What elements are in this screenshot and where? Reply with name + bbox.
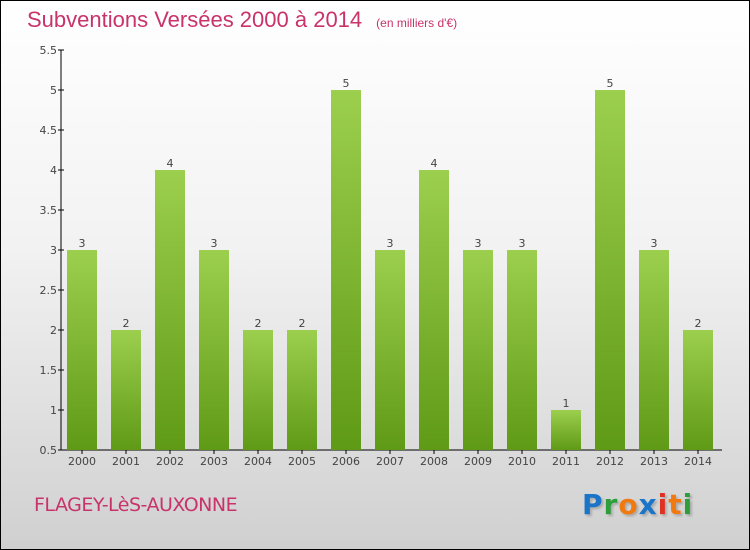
x-tick-label: 2001 bbox=[112, 455, 140, 468]
bar-2009 bbox=[463, 250, 493, 450]
y-tick-label: 2 bbox=[50, 324, 57, 337]
logo-letter: i bbox=[682, 488, 694, 521]
data-label-2014: 2 bbox=[695, 317, 702, 330]
chart-title: Subventions Versées 2000 à 2014 bbox=[27, 7, 363, 32]
data-label-2012: 5 bbox=[607, 77, 614, 90]
data-label-2005: 2 bbox=[299, 317, 306, 330]
bar-2013 bbox=[639, 250, 669, 450]
y-tick-label: 0.5 bbox=[40, 444, 58, 457]
y-tick-label: 5 bbox=[50, 84, 57, 97]
bar-2008 bbox=[419, 170, 449, 450]
data-label-2003: 3 bbox=[211, 237, 218, 250]
bar-2001 bbox=[111, 330, 141, 450]
bar-2000 bbox=[67, 250, 97, 450]
bar-2007 bbox=[375, 250, 405, 450]
data-label-2002: 4 bbox=[167, 157, 174, 170]
x-tick-label: 2008 bbox=[420, 455, 448, 468]
y-tick-label: 4 bbox=[50, 164, 57, 177]
bar-2004 bbox=[243, 330, 273, 450]
data-label-2004: 2 bbox=[255, 317, 262, 330]
bar-2014 bbox=[683, 330, 713, 450]
x-tick-label: 2014 bbox=[684, 455, 712, 468]
y-tick-label: 3.5 bbox=[40, 204, 58, 217]
y-tick-label: 1 bbox=[50, 404, 57, 417]
x-tick-label: 2003 bbox=[200, 455, 228, 468]
data-label-2008: 4 bbox=[431, 157, 438, 170]
x-tick-label: 2012 bbox=[596, 455, 624, 468]
x-tick-label: 2010 bbox=[508, 455, 536, 468]
title-row: Subventions Versées 2000 à 2014 (en mill… bbox=[27, 7, 457, 33]
bar-2011 bbox=[551, 410, 581, 450]
y-tick-label: 4.5 bbox=[40, 124, 58, 137]
y-tick-label: 1.5 bbox=[40, 364, 58, 377]
x-tick-label: 2004 bbox=[244, 455, 272, 468]
x-tick-label: 2005 bbox=[288, 455, 316, 468]
proxiti-logo: Proxiti bbox=[582, 488, 693, 521]
bar-2005 bbox=[287, 330, 317, 450]
y-tick-label: 3 bbox=[50, 244, 57, 257]
logo-letter: t bbox=[668, 488, 683, 521]
data-label-2010: 3 bbox=[519, 237, 526, 250]
logo-letter: r bbox=[603, 488, 619, 521]
x-tick-label: 2013 bbox=[640, 455, 668, 468]
bar-2003 bbox=[199, 250, 229, 450]
x-tick-label: 2000 bbox=[68, 455, 96, 468]
y-tick-label: 2.5 bbox=[40, 284, 58, 297]
bar-2002 bbox=[155, 170, 185, 450]
y-tick-label: 5.5 bbox=[40, 44, 58, 57]
bar-2006 bbox=[331, 90, 361, 450]
logo-letter: x bbox=[638, 488, 658, 521]
logo-letter: i bbox=[657, 488, 669, 521]
x-tick-label: 2011 bbox=[552, 455, 580, 468]
x-tick-label: 2006 bbox=[332, 455, 360, 468]
x-tick-label: 2007 bbox=[376, 455, 404, 468]
x-tick-label: 2002 bbox=[156, 455, 184, 468]
data-label-2000: 3 bbox=[79, 237, 86, 250]
data-label-2011: 1 bbox=[563, 397, 570, 410]
data-label-2009: 3 bbox=[475, 237, 482, 250]
bar-2010 bbox=[507, 250, 537, 450]
x-tick-label: 2009 bbox=[464, 455, 492, 468]
data-label-2006: 5 bbox=[343, 77, 350, 90]
bar-2012 bbox=[595, 90, 625, 450]
commune-name: FLAGEY-LèS-AUXONNE bbox=[34, 494, 238, 516]
unit-label: (en milliers d'€) bbox=[376, 16, 458, 30]
data-label-2001: 2 bbox=[123, 317, 130, 330]
data-label-2007: 3 bbox=[387, 237, 394, 250]
data-label-2013: 3 bbox=[651, 237, 658, 250]
logo-letter: P bbox=[582, 488, 604, 521]
logo-letter: o bbox=[618, 488, 639, 521]
